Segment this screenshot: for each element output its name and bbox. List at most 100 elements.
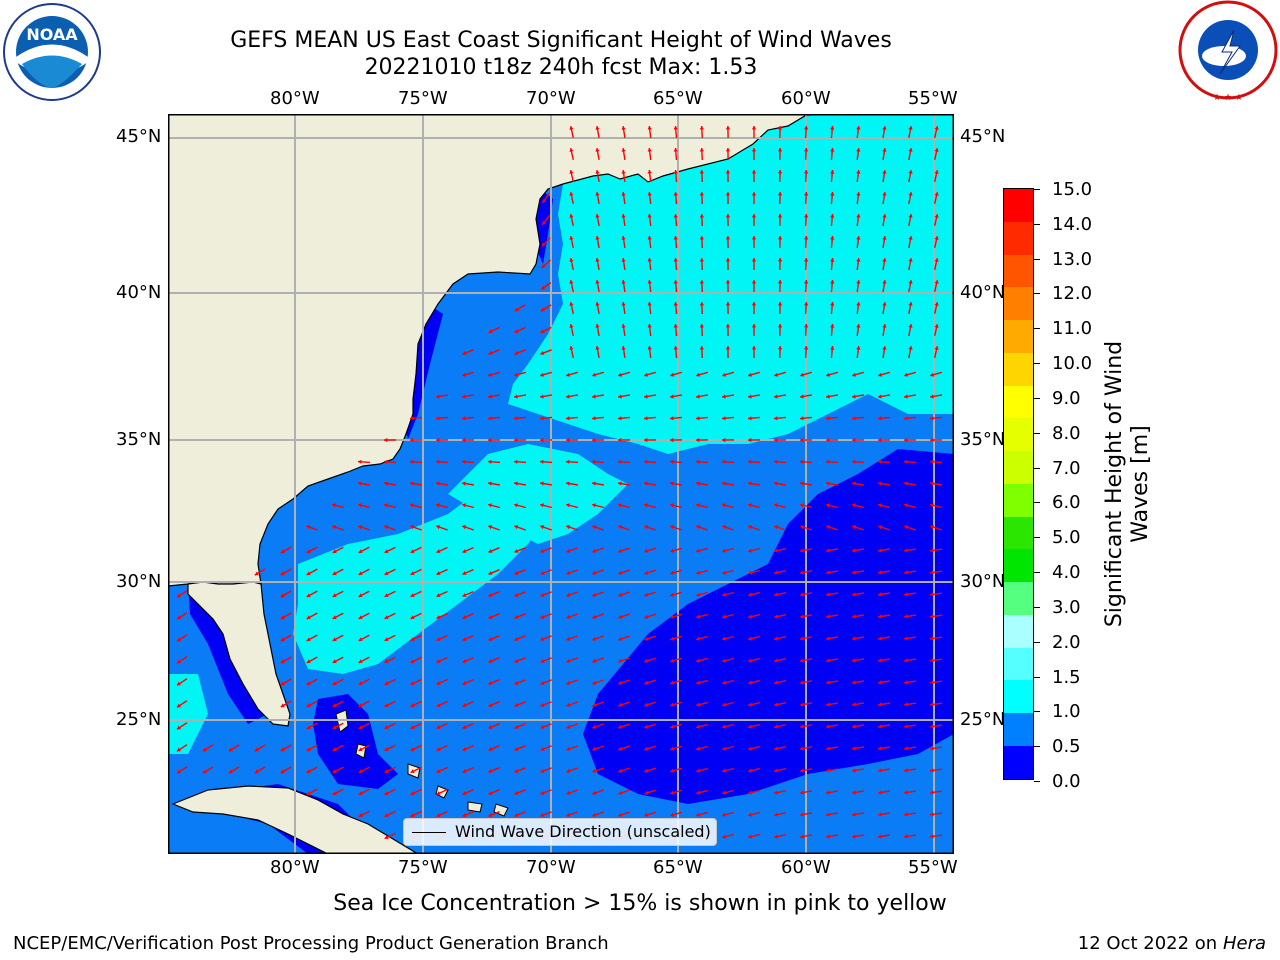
wave-direction-arrowhead <box>904 724 908 729</box>
wave-direction-arrowhead <box>670 548 675 553</box>
wave-direction-arrowhead <box>826 372 831 377</box>
wave-direction-arrowhead <box>804 192 809 196</box>
colorbar-tick-label: 12.0 <box>1052 283 1093 305</box>
wave-direction-arrowhead <box>514 703 519 707</box>
wave-direction-arrowhead <box>904 459 908 464</box>
wave-direction-arrowhead <box>410 459 414 464</box>
wave-direction-arrowhead <box>722 768 726 773</box>
wave-direction-arrowhead <box>332 593 337 598</box>
lat-label-right-35n: 35°N <box>960 429 1006 450</box>
wave-direction-arrowhead <box>592 416 596 421</box>
svg-text:★ ★ ★: ★ ★ ★ <box>1213 93 1243 103</box>
wave-direction-arrowhead <box>202 747 207 752</box>
wave-direction-arrowhead <box>384 681 389 686</box>
wave-direction-arrowhead <box>696 503 700 508</box>
wave-direction-arrowhead <box>908 148 913 152</box>
wave-direction-arrowhead <box>774 812 778 817</box>
wave-direction-arrowhead <box>908 302 913 306</box>
colorbar-tick-label: 8.0 <box>1052 422 1081 444</box>
wave-direction-arrowhead <box>514 791 519 795</box>
wave-direction-arrowhead <box>540 724 545 729</box>
wave-direction-arrowhead <box>800 702 804 707</box>
wave-direction-arrowhead <box>800 481 804 486</box>
wave-direction-arrowhead <box>774 437 778 443</box>
lon-label-bottom-65w: 65°W <box>653 857 703 878</box>
wave-direction-arrowhead <box>774 746 778 751</box>
wave-direction-arrowhead <box>621 258 626 262</box>
colorbar-tick-mark <box>1034 432 1040 434</box>
wave-direction-arrowhead <box>177 593 181 598</box>
wave-direction-arrowhead <box>462 459 466 464</box>
wave-direction-arrowhead <box>566 812 571 817</box>
wave-direction-arrowhead <box>618 812 623 817</box>
wave-direction-arrowhead <box>647 148 652 152</box>
lon-label-top-80w: 80°W <box>270 88 320 109</box>
wave-region-cyan-south <box>293 484 548 674</box>
wave-direction-arrowhead <box>514 725 519 729</box>
wave-direction-arrowhead <box>488 681 493 685</box>
wave-direction-arrowhead <box>410 615 415 620</box>
wave-direction-arrowhead <box>748 503 752 508</box>
wave-direction-arrowhead <box>436 394 440 399</box>
wave-direction-arrowhead <box>566 525 571 530</box>
wave-direction-arrowhead <box>177 615 181 620</box>
colorbar-segment <box>1004 451 1033 484</box>
wave-direction-arrowhead <box>202 769 207 774</box>
colorbar-segment <box>1004 320 1033 353</box>
wave-direction-arrowhead <box>541 285 546 290</box>
wave-direction-arrowhead <box>644 768 649 773</box>
wave-direction-arrowhead <box>670 459 674 464</box>
wave-direction-arrowhead <box>384 835 389 840</box>
wave-direction-arrowhead <box>569 302 574 306</box>
wave-direction-arrowhead <box>696 636 700 641</box>
wave-direction-arrowhead <box>673 346 678 350</box>
wave-direction-arrowhead <box>514 481 518 486</box>
wave-direction-arrowhead <box>618 372 623 377</box>
wave-direction-arrowhead <box>934 302 939 306</box>
wave-direction-arrowhead <box>436 791 441 795</box>
wave-direction-arrowhead <box>852 658 856 663</box>
wave-direction-arrowhead <box>722 459 726 464</box>
wave-direction-arrowhead <box>774 768 778 773</box>
wave-direction-arrowhead <box>904 768 908 773</box>
wave-direction-arrowhead <box>595 280 600 284</box>
wave-direction-arrowhead <box>852 636 856 641</box>
wave-direction-arrowhead <box>644 636 649 641</box>
wave-direction-arrowhead <box>673 280 678 284</box>
wave-direction-arrowhead <box>488 659 493 663</box>
wave-direction-arrowhead <box>566 570 571 575</box>
wave-direction-arrowhead <box>670 724 675 729</box>
wave-direction-arrowhead <box>514 615 519 619</box>
wave-direction-arrowhead <box>699 148 704 152</box>
wave-direction-arrowhead <box>514 416 518 421</box>
colorbar-tick-label: 1.5 <box>1052 666 1081 688</box>
wave-direction-arrowhead <box>774 636 778 641</box>
wave-direction-arrowhead <box>748 614 752 619</box>
wave-direction-arrowhead <box>488 571 493 575</box>
wave-direction-arrowhead <box>358 503 362 508</box>
wave-direction-arrowhead <box>804 214 809 218</box>
wave-direction-arrowhead <box>462 637 467 641</box>
wave-direction-arrowhead <box>462 416 466 421</box>
wave-direction-arrowhead <box>514 571 519 575</box>
wave-direction-arrowhead <box>930 724 934 729</box>
wave-direction-arrowhead <box>852 768 856 773</box>
wave-direction-arrowhead <box>800 746 804 751</box>
wave-direction-arrowhead <box>856 170 861 174</box>
wave-direction-arrowhead <box>436 503 440 508</box>
wave-direction-arrowhead <box>826 459 830 464</box>
wave-direction-arrowhead <box>748 372 753 377</box>
wave-direction-arrowhead <box>280 615 285 620</box>
wave-direction-arrowhead <box>542 199 547 203</box>
wave-direction-arrowhead <box>670 437 674 443</box>
wave-direction-arrowhead <box>852 525 857 530</box>
wave-direction-arrowhead <box>904 548 908 553</box>
wave-direction-arrowhead <box>804 126 809 130</box>
wave-direction-arrowhead <box>673 148 678 152</box>
wave-direction-arrowhead <box>804 324 809 328</box>
wave-direction-arrowhead <box>592 790 597 795</box>
wave-direction-arrowhead <box>904 372 909 377</box>
wave-direction-arrowhead <box>566 680 571 685</box>
wave-direction-arrowhead <box>618 790 623 795</box>
wave-direction-arrowhead <box>566 702 571 707</box>
